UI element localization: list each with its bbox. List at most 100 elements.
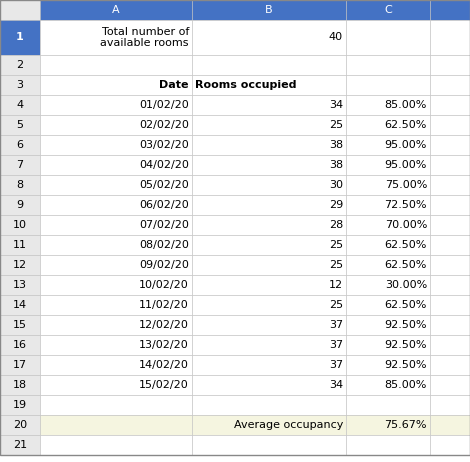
Bar bbox=[0, 415, 40, 435]
Bar bbox=[0, 55, 40, 75]
Bar bbox=[430, 315, 470, 335]
Bar bbox=[192, 235, 346, 255]
Bar bbox=[430, 335, 470, 355]
Text: 3: 3 bbox=[16, 80, 24, 90]
Text: 38: 38 bbox=[329, 160, 343, 170]
Bar bbox=[40, 155, 192, 175]
Bar bbox=[40, 355, 192, 375]
Bar bbox=[192, 135, 346, 155]
Bar bbox=[346, 155, 430, 175]
Bar bbox=[0, 295, 40, 315]
Text: 07/02/20: 07/02/20 bbox=[139, 220, 189, 230]
Bar bbox=[0, 435, 40, 455]
Text: 14/02/20: 14/02/20 bbox=[139, 360, 189, 370]
Bar bbox=[346, 55, 430, 75]
Bar bbox=[430, 415, 470, 435]
Bar bbox=[40, 275, 192, 295]
Bar bbox=[40, 195, 192, 215]
Bar bbox=[40, 395, 192, 415]
Bar bbox=[430, 155, 470, 175]
Bar bbox=[40, 315, 192, 335]
Bar bbox=[0, 395, 40, 415]
Text: 38: 38 bbox=[329, 140, 343, 150]
Text: 92.50%: 92.50% bbox=[384, 360, 427, 370]
Bar bbox=[192, 295, 346, 315]
Text: 1: 1 bbox=[16, 32, 24, 43]
Bar bbox=[40, 335, 192, 355]
Text: 85.00%: 85.00% bbox=[384, 100, 427, 110]
Bar bbox=[430, 195, 470, 215]
Text: 06/02/20: 06/02/20 bbox=[139, 200, 189, 210]
Text: 08/02/20: 08/02/20 bbox=[139, 240, 189, 250]
Bar bbox=[0, 20, 40, 55]
Bar bbox=[40, 415, 192, 435]
Bar bbox=[0, 175, 40, 195]
Bar bbox=[40, 255, 192, 275]
Text: 28: 28 bbox=[329, 220, 343, 230]
Bar bbox=[430, 355, 470, 375]
Bar bbox=[430, 255, 470, 275]
Text: 25: 25 bbox=[329, 240, 343, 250]
Text: 34: 34 bbox=[329, 380, 343, 390]
Bar bbox=[0, 235, 40, 255]
Bar bbox=[430, 375, 470, 395]
Text: 12/02/20: 12/02/20 bbox=[139, 320, 189, 330]
Bar bbox=[0, 195, 40, 215]
Text: 4: 4 bbox=[16, 100, 24, 110]
Bar bbox=[192, 335, 346, 355]
Bar bbox=[40, 0, 192, 20]
Text: 9: 9 bbox=[16, 200, 24, 210]
Bar bbox=[192, 315, 346, 335]
Text: 17: 17 bbox=[13, 360, 27, 370]
Text: 92.50%: 92.50% bbox=[384, 340, 427, 350]
Bar bbox=[192, 435, 346, 455]
Text: 62.50%: 62.50% bbox=[384, 260, 427, 270]
Bar bbox=[40, 55, 192, 75]
Bar bbox=[346, 395, 430, 415]
Text: 37: 37 bbox=[329, 340, 343, 350]
Bar bbox=[0, 215, 40, 235]
Text: 15: 15 bbox=[13, 320, 27, 330]
Text: 37: 37 bbox=[329, 360, 343, 370]
Bar bbox=[0, 315, 40, 335]
Text: 25: 25 bbox=[329, 260, 343, 270]
Bar bbox=[430, 55, 470, 75]
Text: 40: 40 bbox=[329, 32, 343, 43]
Bar bbox=[430, 275, 470, 295]
Bar bbox=[346, 135, 430, 155]
Bar bbox=[430, 395, 470, 415]
Text: C: C bbox=[384, 5, 392, 15]
Bar bbox=[192, 175, 346, 195]
Text: 20: 20 bbox=[13, 420, 27, 430]
Bar bbox=[0, 155, 40, 175]
Bar bbox=[430, 235, 470, 255]
Text: 10/02/20: 10/02/20 bbox=[139, 280, 189, 290]
Text: 05/02/20: 05/02/20 bbox=[139, 180, 189, 190]
Bar bbox=[192, 75, 346, 95]
Text: B: B bbox=[265, 5, 273, 15]
Text: 15/02/20: 15/02/20 bbox=[139, 380, 189, 390]
Text: 75.67%: 75.67% bbox=[384, 420, 427, 430]
Bar bbox=[0, 335, 40, 355]
Bar bbox=[40, 175, 192, 195]
Bar bbox=[40, 115, 192, 135]
Bar bbox=[346, 175, 430, 195]
Text: 11/02/20: 11/02/20 bbox=[139, 300, 189, 310]
Bar bbox=[346, 435, 430, 455]
Text: 95.00%: 95.00% bbox=[384, 160, 427, 170]
Bar bbox=[192, 55, 346, 75]
Bar bbox=[40, 75, 192, 95]
Bar bbox=[346, 95, 430, 115]
Text: 16: 16 bbox=[13, 340, 27, 350]
Text: 2: 2 bbox=[16, 60, 24, 70]
Bar bbox=[430, 435, 470, 455]
Text: 03/02/20: 03/02/20 bbox=[139, 140, 189, 150]
Text: 25: 25 bbox=[329, 120, 343, 130]
Text: 18: 18 bbox=[13, 380, 27, 390]
Bar bbox=[0, 375, 40, 395]
Text: 72.50%: 72.50% bbox=[384, 200, 427, 210]
Bar bbox=[430, 0, 470, 20]
Text: Rooms occupied: Rooms occupied bbox=[195, 80, 297, 90]
Text: 8: 8 bbox=[16, 180, 24, 190]
Bar bbox=[192, 0, 346, 20]
